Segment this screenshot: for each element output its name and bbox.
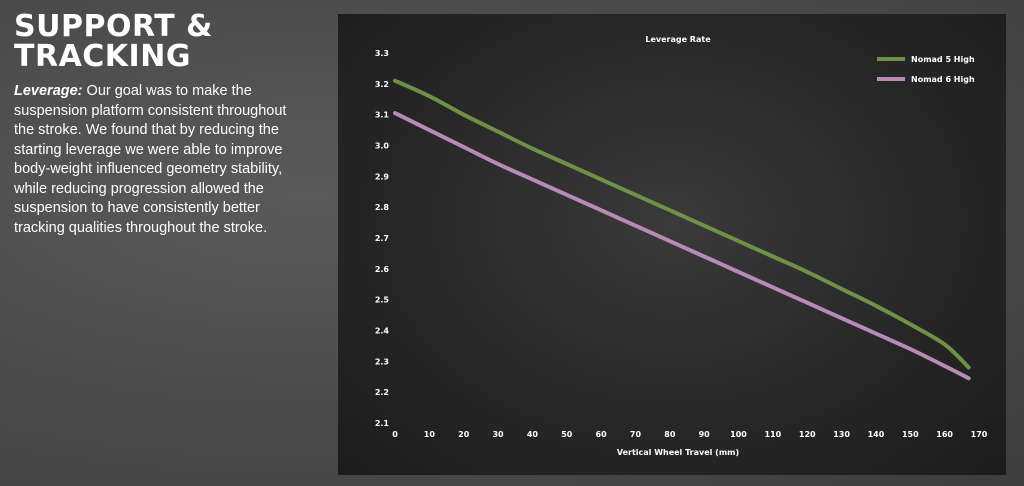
y-axis: 3.3 3.2 3.1 3.0 2.9 2.8 2.7 2.6 2.5 2.4 2.3 2.2 2.1 <box>375 49 390 428</box>
leverage-rate-chart: Leverage Rate Vertical Wheel Travel (mm)… <box>338 14 1006 475</box>
x-tick-label: 50 <box>561 430 573 439</box>
x-tick-label: 30 <box>492 430 504 439</box>
x-tick-label: 20 <box>458 430 470 439</box>
x-tick-label: 60 <box>596 430 608 439</box>
x-tick-label: 110 <box>765 430 782 439</box>
x-tick-label: 130 <box>833 430 850 439</box>
y-tick-label: 2.3 <box>375 357 389 366</box>
heading-line-2: TRACKING <box>14 39 191 74</box>
y-tick-label: 2.4 <box>375 327 390 336</box>
x-tick-label: 160 <box>936 430 953 439</box>
series-lines <box>393 78 971 381</box>
y-tick-label: 3.1 <box>375 111 390 120</box>
legend-label: Nomad 5 High <box>911 55 975 64</box>
x-tick-label: 90 <box>699 430 711 439</box>
y-tick-label: 3.3 <box>375 49 389 58</box>
section-heading: SUPPORT & TRACKING <box>14 12 304 72</box>
x-axis-label: Vertical Wheel Travel (mm) <box>617 448 739 457</box>
y-tick-label: 3.2 <box>375 80 389 89</box>
y-tick-label: 2.8 <box>375 203 390 212</box>
y-tick-label: 2.2 <box>375 388 389 397</box>
y-tick-label: 2.9 <box>375 172 390 181</box>
y-tick-label: 2.6 <box>375 265 390 274</box>
section-body: Leverage: Our goal was to make the suspe… <box>14 82 304 238</box>
chart-canvas: Leverage Rate Vertical Wheel Travel (mm)… <box>375 35 988 457</box>
support-tracking-section: SUPPORT & TRACKING Leverage: Our goal wa… <box>14 12 304 253</box>
legend-label: Nomad 6 High <box>911 75 975 84</box>
x-tick-label: 140 <box>868 430 885 439</box>
series-line-1 <box>393 78 971 370</box>
x-tick-label: 40 <box>527 430 539 439</box>
y-tick-label: 2.7 <box>375 234 389 243</box>
x-tick-label: 0 <box>392 430 398 439</box>
x-tick-label: 170 <box>971 430 988 439</box>
y-tick-label: 2.5 <box>375 296 390 305</box>
x-axis: 0 10 20 30 40 50 60 70 80 90 100 110 120 130 140 150 160… <box>392 430 988 439</box>
lead-label: Leverage: <box>14 83 83 99</box>
y-tick-label: 2.1 <box>375 419 390 428</box>
x-tick-label: 70 <box>630 430 642 439</box>
series-line-2 <box>393 111 971 381</box>
heading-line-1: SUPPORT & <box>14 9 213 44</box>
legend: Nomad 5 High Nomad 6 High <box>877 55 975 84</box>
y-tick-label: 3.0 <box>375 142 390 151</box>
x-tick-label: 120 <box>799 430 816 439</box>
body-text: Our goal was to make the suspension plat… <box>14 83 287 236</box>
x-tick-label: 100 <box>730 430 747 439</box>
x-tick-label: 80 <box>664 430 676 439</box>
chart-title: Leverage Rate <box>645 35 711 44</box>
x-tick-label: 150 <box>902 430 919 439</box>
x-tick-label: 10 <box>424 430 436 439</box>
